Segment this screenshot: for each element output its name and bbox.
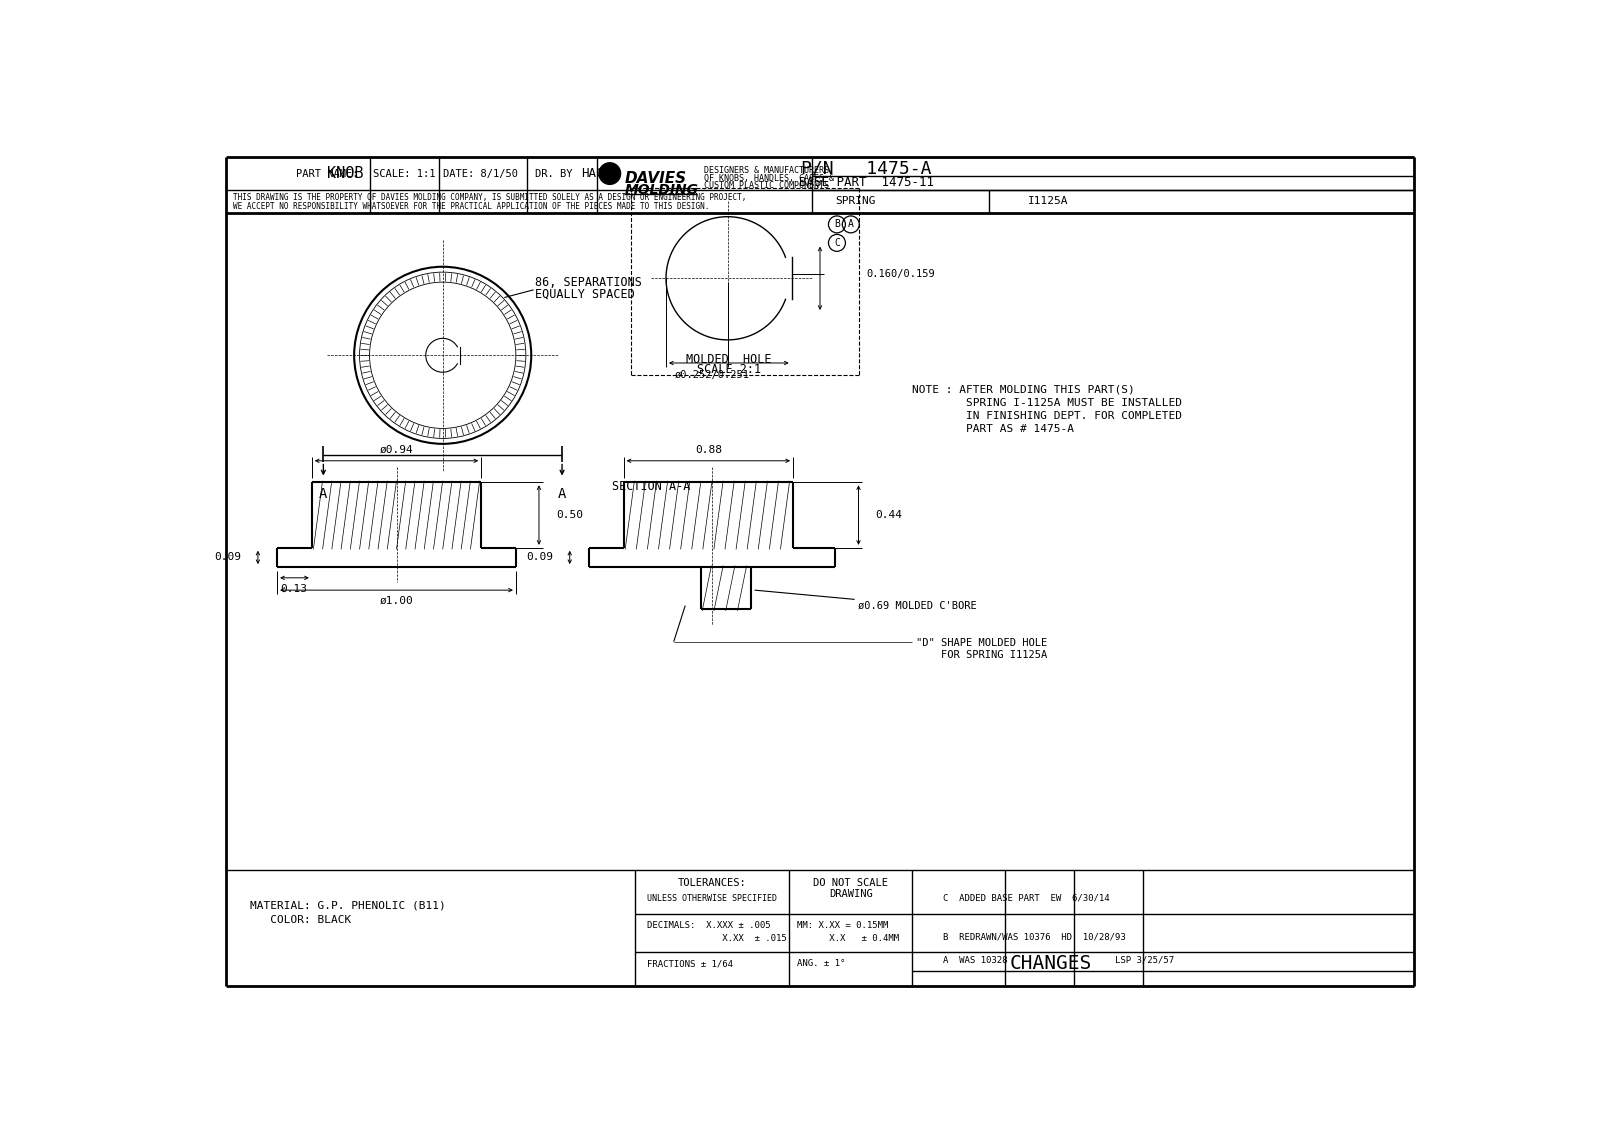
Text: MOLDING: MOLDING — [624, 182, 699, 197]
Text: SCALE: 1:1: SCALE: 1:1 — [373, 169, 435, 179]
Text: DECIMALS:  X.XXX ± .005: DECIMALS: X.XXX ± .005 — [646, 920, 770, 929]
Text: 0.44: 0.44 — [875, 509, 902, 520]
Text: CUSTOM PLASTIC COMPONENTS: CUSTOM PLASTIC COMPONENTS — [704, 181, 829, 190]
Text: I1125A: I1125A — [1027, 196, 1069, 206]
Text: C  ADDED BASE PART  EW  6/30/14: C ADDED BASE PART EW 6/30/14 — [944, 893, 1110, 902]
Text: MM: X.XX = 0.15MM: MM: X.XX = 0.15MM — [797, 920, 888, 929]
Text: DESIGNERS & MANUFACTURERS: DESIGNERS & MANUFACTURERS — [704, 166, 829, 175]
Text: A: A — [558, 487, 566, 500]
Text: THIS DRAWING IS THE PROPERTY OF DAVIES MOLDING COMPANY, IS SUBMITTED SOLELY AS A: THIS DRAWING IS THE PROPERTY OF DAVIES M… — [234, 192, 747, 201]
Text: B: B — [834, 220, 840, 230]
Text: HAC: HAC — [581, 168, 603, 180]
Text: ø0.94: ø0.94 — [379, 445, 413, 455]
Text: ø1.00: ø1.00 — [379, 595, 413, 606]
Text: PART NAME:: PART NAME: — [296, 169, 358, 179]
Text: ø0.252/0.251: ø0.252/0.251 — [675, 370, 750, 380]
Text: X.XX  ± .015: X.XX ± .015 — [646, 934, 787, 943]
Text: SPRING: SPRING — [835, 196, 875, 206]
Text: 0.09: 0.09 — [526, 552, 554, 561]
Circle shape — [598, 163, 621, 185]
Text: UNLESS OTHERWISE SPECIFIED: UNLESS OTHERWISE SPECIFIED — [646, 893, 778, 902]
Text: KNOB: KNOB — [326, 166, 363, 181]
Text: MOLDED  HOLE: MOLDED HOLE — [686, 353, 771, 366]
Text: IN FINISHING DEPT. FOR COMPLETED: IN FINISHING DEPT. FOR COMPLETED — [912, 411, 1182, 421]
Text: TOLERANCES:: TOLERANCES: — [678, 877, 747, 887]
Text: BASE PART  1475-11: BASE PART 1475-11 — [798, 177, 934, 189]
Text: SCALE 2:1: SCALE 2:1 — [698, 363, 762, 377]
Text: NOTE : AFTER MOLDING THIS PART(S): NOTE : AFTER MOLDING THIS PART(S) — [912, 385, 1134, 395]
Text: X.X   ± 0.4MM: X.X ± 0.4MM — [797, 934, 899, 943]
Text: MATERIAL: G.P. PHENOLIC (B11): MATERIAL: G.P. PHENOLIC (B11) — [250, 901, 446, 911]
Text: PART AS # 1475-A: PART AS # 1475-A — [912, 424, 1075, 435]
Text: A: A — [848, 220, 854, 230]
Text: SECTION A-A: SECTION A-A — [613, 480, 691, 492]
Text: A  WAS 10328                    LSP 3/25/57: A WAS 10328 LSP 3/25/57 — [944, 955, 1174, 964]
Text: CHANGES: CHANGES — [1010, 954, 1093, 974]
Text: 0.13: 0.13 — [280, 584, 307, 593]
Text: DO NOT SCALE: DO NOT SCALE — [813, 877, 888, 887]
Text: ANG. ± 1°: ANG. ± 1° — [797, 959, 845, 968]
Text: EQUALLY SPACED: EQUALLY SPACED — [534, 288, 635, 301]
Text: B  REDRAWN/WAS 10376  HD  10/28/93: B REDRAWN/WAS 10376 HD 10/28/93 — [944, 932, 1126, 941]
Text: A: A — [318, 487, 328, 500]
Text: DAVIES: DAVIES — [624, 171, 686, 187]
Text: 0.09: 0.09 — [214, 552, 242, 561]
Text: WE ACCEPT NO RESPONSIBILITY WHATSOEVER FOR THE PRACTICAL APPLICATION OF THE PIEC: WE ACCEPT NO RESPONSIBILITY WHATSOEVER F… — [234, 203, 710, 212]
Text: FOR SPRING I1125A: FOR SPRING I1125A — [917, 650, 1048, 660]
Text: DATE: 8/1/50: DATE: 8/1/50 — [443, 169, 518, 179]
Text: "D" SHAPE MOLDED HOLE: "D" SHAPE MOLDED HOLE — [917, 638, 1048, 649]
Text: DRAWING: DRAWING — [829, 890, 872, 899]
Text: ø0.69 MOLDED C'BORE: ø0.69 MOLDED C'BORE — [859, 601, 978, 610]
Text: OF KNOBS, HANDLES, CASES &: OF KNOBS, HANDLES, CASES & — [704, 173, 835, 182]
Text: FRACTIONS ± 1/64: FRACTIONS ± 1/64 — [646, 959, 733, 968]
Text: C: C — [834, 238, 840, 248]
Text: 0.88: 0.88 — [694, 445, 722, 455]
Text: SPRING I-1125A MUST BE INSTALLED: SPRING I-1125A MUST BE INSTALLED — [912, 398, 1182, 408]
Text: COLOR: BLACK: COLOR: BLACK — [250, 915, 352, 925]
Text: DR. BY: DR. BY — [534, 169, 573, 179]
Text: P/N   1475-A: P/N 1475-A — [802, 160, 931, 178]
Text: 0.160/0.159: 0.160/0.159 — [866, 269, 934, 280]
Text: 0.50: 0.50 — [555, 509, 582, 520]
Text: 86, SEPARATIONS: 86, SEPARATIONS — [534, 275, 642, 289]
